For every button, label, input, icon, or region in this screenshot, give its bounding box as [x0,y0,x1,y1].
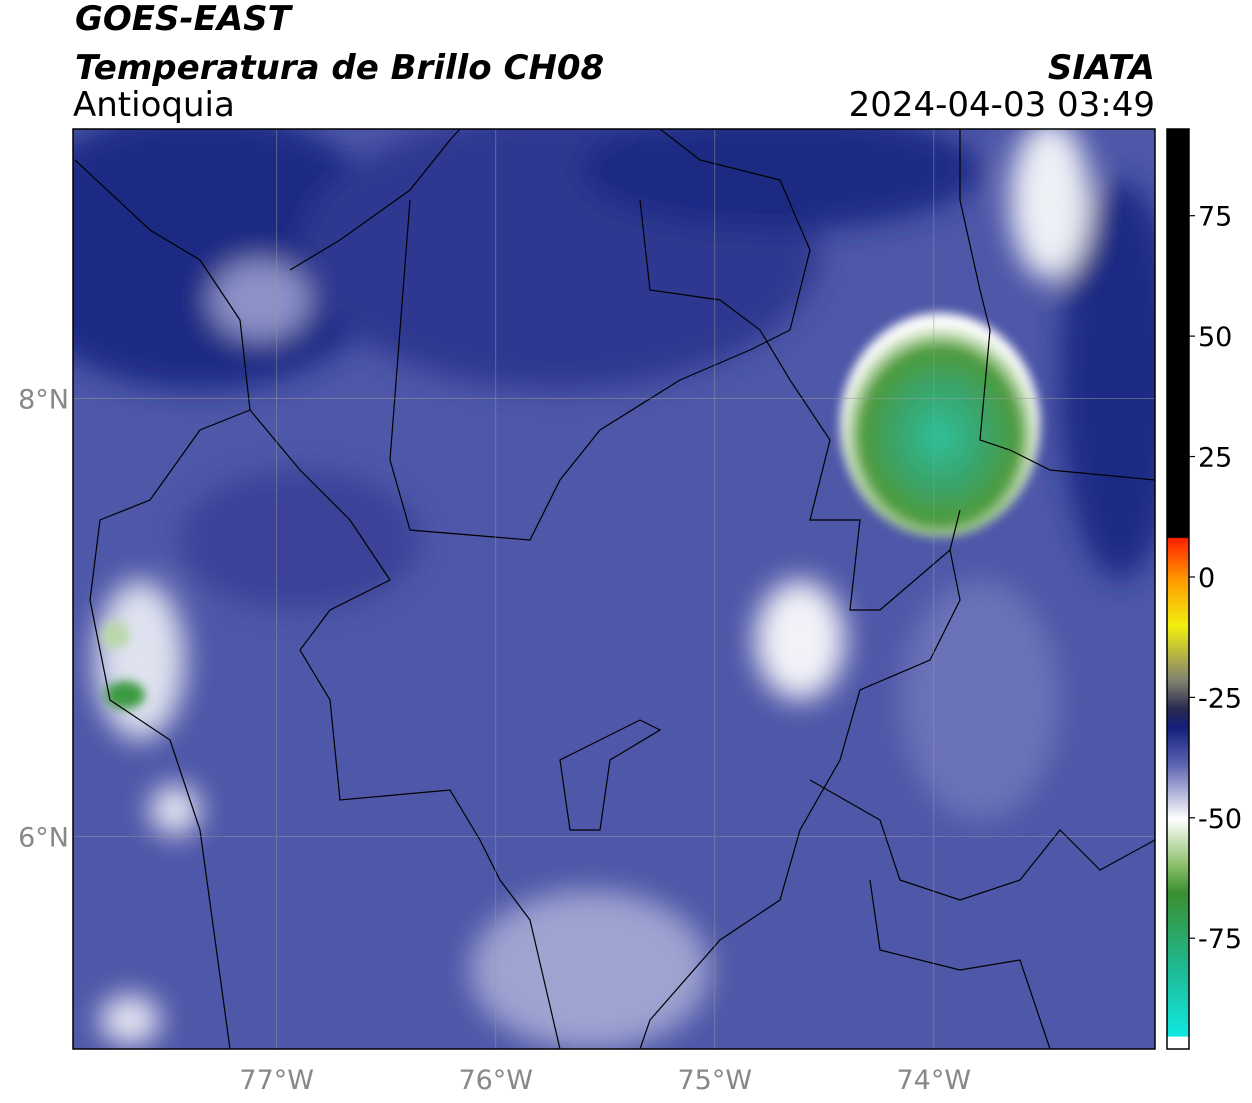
agency: SIATA [1048,48,1155,88]
x-tick-label: 77°W [239,1065,314,1096]
colorbar-tick-label: -75 [1198,924,1242,955]
x-tick-label: 74°W [897,1065,972,1096]
y-tick-label: 8°N [18,384,69,415]
x-tick-label: 75°W [677,1065,752,1096]
product: Temperatura de Brillo CH08 [75,48,604,88]
colorbar-tick-label: 25 [1198,443,1232,474]
map-image [73,129,1155,1049]
satellite: GOES-EAST [75,0,294,39]
borders [74,129,1155,1049]
timestamp: 2024-04-03 03:49 [849,85,1155,125]
x-tick-label: 76°W [458,1065,533,1096]
y-tick-label: 6°N [18,823,69,854]
colorbar-tick-label: -50 [1198,804,1242,835]
region: Antioquia [73,85,235,125]
map-frame [72,128,1156,1050]
colorbar-tick-label: 50 [1198,322,1232,353]
graticule [73,129,1155,1049]
colorbar-tick-label: -25 [1198,683,1242,714]
colorbar [1166,128,1190,1050]
colorbar-tick-label: 75 [1198,202,1232,233]
colorbar-tick-label: 0 [1198,563,1215,594]
